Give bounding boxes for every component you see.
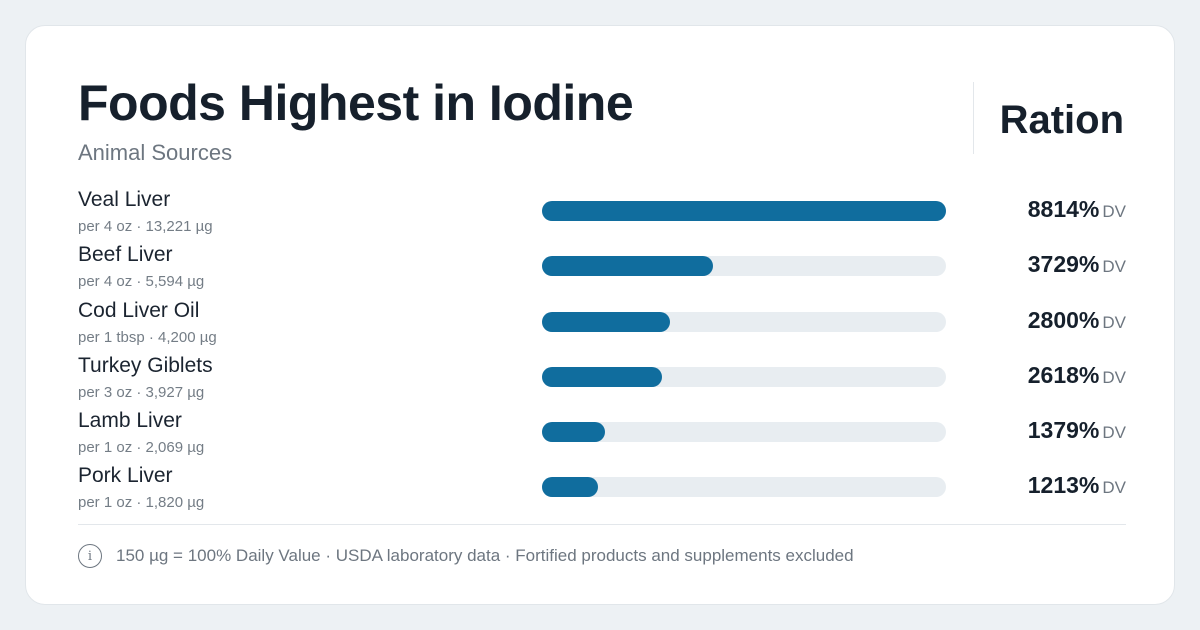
value-label: 3729% DV (1028, 251, 1126, 278)
food-serving: per 4 oz · 13,221 µg (78, 218, 213, 235)
bar (542, 311, 671, 332)
bar (542, 477, 598, 498)
dv-unit: DV (1102, 478, 1126, 498)
dv-percent: 2618% (1027, 361, 1100, 388)
brand-logo: Ration (999, 98, 1124, 142)
value-label: 1379% DV (1028, 417, 1126, 444)
dv-unit: DV (1102, 423, 1126, 443)
footnote-text: 150 µg = 100% Daily Value · USDA laborat… (116, 546, 854, 565)
info-icon: i (78, 544, 102, 568)
dv-percent: 2800% (1027, 306, 1100, 333)
food-name: Veal Liver (78, 188, 171, 211)
dv-unit: DV (1102, 367, 1126, 387)
dv-unit: DV (1102, 312, 1126, 332)
dv-unit: DV (1102, 202, 1126, 221)
bar (542, 256, 713, 277)
chart-card: Foods Highest in Iodine Animal Sources R… (25, 25, 1175, 605)
food-serving: per 3 oz · 3,927 µg (78, 383, 205, 401)
bar (542, 201, 946, 221)
bar-track (542, 422, 946, 443)
dv-percent: 1379% (1027, 417, 1100, 444)
bar (542, 422, 606, 443)
bar-track (542, 201, 946, 221)
food-serving: per 1 oz · 2,069 µg (78, 439, 205, 457)
bar-track (542, 366, 946, 387)
bar-row: Turkey Giblets per 3 oz · 3,927 µg 2618% DV (78, 352, 1126, 407)
bar-row: Veal Liver per 4 oz · 13,221 µg 8814% DV (78, 186, 1126, 241)
bar-track (542, 311, 946, 332)
bar-track (542, 477, 946, 498)
food-name: Cod Liver Oil (78, 298, 200, 322)
footer-divider (78, 524, 1126, 525)
footnote: i 150 µg = 100% Daily Value · USDA labor… (78, 544, 854, 568)
bar-track (542, 256, 946, 277)
value-label: 1213% DV (1028, 472, 1126, 499)
dv-unit: DV (1102, 257, 1126, 277)
dv-percent: 8814% (1027, 196, 1100, 222)
page-title: Foods Highest in Iodine (78, 75, 634, 131)
food-serving: per 1 tbsp · 4,200 µg (78, 328, 217, 346)
value-label: 8814% DV (1028, 196, 1126, 223)
value-label: 2618% DV (1028, 362, 1126, 389)
dv-percent: 1213% (1027, 472, 1100, 499)
bar-chart: Veal Liver per 4 oz · 13,221 µg 8814% DV Bee… (78, 186, 1126, 518)
food-name: Beef Liver (78, 243, 173, 267)
page-subtitle: Animal Sources (78, 140, 233, 165)
bar-row: Lamb Liver per 1 oz · 2,069 µg 1379% DV (78, 407, 1126, 462)
food-serving: per 1 oz · 1,820 µg (78, 494, 205, 512)
bar-row: Cod Liver Oil per 1 tbsp · 4,200 µg 2800% D… (78, 297, 1126, 352)
bar-row: Pork Liver per 1 oz · 1,820 µg 1213% DV (78, 462, 1126, 517)
bar (542, 366, 662, 387)
food-name: Lamb Liver (78, 409, 182, 433)
food-serving: per 4 oz · 5,594 µg (78, 273, 205, 291)
dv-percent: 3729% (1027, 251, 1100, 278)
food-name: Turkey Giblets (78, 353, 213, 377)
bar-row: Beef Liver per 4 oz · 5,594 µg 3729% DV (78, 241, 1126, 296)
food-name: Pork Liver (78, 464, 173, 488)
value-label: 2800% DV (1028, 307, 1126, 334)
brand-divider (973, 82, 974, 154)
